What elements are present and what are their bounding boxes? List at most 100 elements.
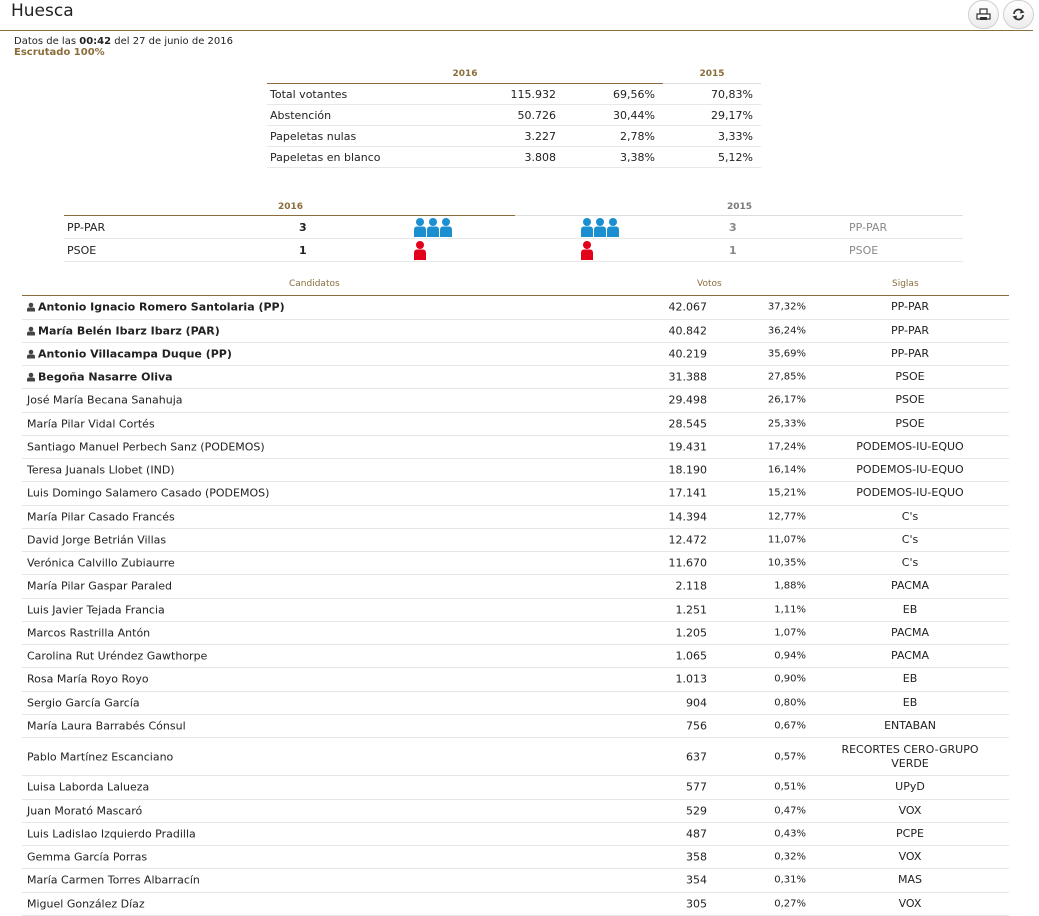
candidate-percent: 37,32% [767,301,806,313]
candidate-votes: 1.205 [675,626,708,640]
candidate-name-text: Antonio Ignacio Romero Santolaria (PP) [38,300,285,314]
candidate-row: María Pilar Vidal Cortés 28.545 25,33% PSOE [22,413,1009,436]
summary-row: Papeletas nulas 3.227 2,78% 3,33% [267,126,761,147]
candidate-row: Juan Morató Mascaró 529 0,47% VOX [22,800,1009,823]
seats-row: PP-PAR 3 3 PP-PAR [64,216,963,239]
candidate-party: PODEMOS-IU-EQUO [856,463,964,476]
print-button[interactable] [968,0,999,29]
candidate-percent: 26,17% [767,394,806,406]
candidate-party: PACMA [891,625,929,639]
candidate-row: José María Becana Sanahuja 29.498 26,17% PS… [22,389,1009,413]
summary-percent: 30,44% [613,109,655,122]
seats-year-current: 2016 [278,202,304,212]
candidate-name: David Jorge Betrián Villas [27,533,166,546]
summary-year-current: 2016 [267,69,663,84]
candidate-party: VOX [898,850,922,863]
candidate-party: PP-PAR [890,323,930,337]
candidate-name: Luis Domingo Salamero Casado (PODEMOS) [27,487,269,500]
summary-percent-previous: 3,33% [718,130,753,143]
candidate-party: RECORTES CERO-GRUPO VERDE [841,742,979,770]
candidate-name: Begoña Nasarre Oliva [27,371,173,384]
candidate-name-text: María Pilar Casado Francés [27,510,175,523]
refresh-button[interactable] [1003,0,1034,29]
candidate-votes: 14.394 [668,510,708,523]
candidate-percent: 0,67% [774,720,806,732]
elected-person-icon [27,372,35,382]
summary-value: 115.932 [510,88,557,101]
seats-party-previous: PSOE [849,244,879,257]
candidate-name: María Belén Ibarz Ibarz (PAR) [27,324,220,337]
candidate-percent: 1,11% [774,604,806,615]
candidate-name-text: Luisa Laborda Lalueza [27,780,150,794]
candidate-name-text: Carolina Rut Uréndez Gawthorpe [27,649,208,663]
summary-value: 3.808 [524,151,557,164]
candidate-name-text: Luis Ladislao Izquierdo Pradilla [27,827,196,841]
candidate-party: EB [902,602,918,616]
summary-value: 50.726 [517,109,557,122]
candidate-row: Sergio García García 904 0,80% EB [22,692,1009,715]
candidate-party: PACMA [891,649,929,662]
header-party: Siglas [892,279,919,289]
candidate-name: Pablo Martínez Escanciano [27,750,173,763]
candidate-percent: 27,85% [767,371,806,383]
seats-party: PP-PAR [67,221,106,234]
candidate-name: Gemma García Porras [27,851,147,864]
elected-person-icon [27,302,35,312]
candidate-name-text: Antonio Villacampa Duque (PP) [38,347,232,361]
seats-party: PSOE [67,244,97,257]
candidate-row: Antonio Ignacio Romero Santolaria (PP) 42… [22,296,1009,320]
candidate-name: Luis Ladislao Izquierdo Pradilla [27,827,196,840]
candidate-name-text: María Belén Ibarz Ibarz (PAR) [38,324,220,337]
candidate-name: Antonio Villacampa Duque (PP) [27,347,232,360]
seat-person-icons [581,218,619,237]
candidate-party: PODEMOS-IU-EQUO [856,486,964,500]
header-candidates: Candidatos [289,279,340,289]
candidate-percent: 36,24% [767,325,806,336]
candidate-votes: 1.065 [675,649,708,663]
page-title: Huesca [11,1,74,21]
candidate-percent: 12,77% [767,511,806,522]
candidate-votes: 904 [686,696,707,709]
elected-person-icon [27,349,35,359]
candidate-name: María Pilar Casado Francés [27,510,175,523]
seats-icons-current [412,240,428,263]
candidate-percent: 0,27% [774,898,806,909]
candidate-votes: 637 [686,750,707,763]
seats-row: PSOE 1 1 PSOE [64,239,963,262]
candidate-party: EB [902,695,918,709]
candidate-name: Marcos Rastrilla Antón [27,626,150,639]
candidate-name-text: María Carmen Torres Albarracín [27,873,200,887]
candidate-votes: 2.118 [675,579,708,593]
candidate-percent: 0,51% [774,781,806,793]
candidate-row: Antonio Villacampa Duque (PP) 40.219 35,69… [22,343,1009,366]
candidate-row: María Laura Barrabés Cónsul 756 0,67% ENTAB… [22,715,1009,738]
candidate-party: PP-PAR [890,300,930,314]
candidate-percent: 16,14% [767,464,806,476]
candidate-name: Santiago Manuel Perbech Sanz (PODEMOS) [27,440,265,453]
candidate-percent: 1,88% [774,580,806,592]
candidate-name: Juan Morató Mascaró [27,804,142,817]
count-status: Escrutado 100% [14,47,105,58]
candidate-name: María Carmen Torres Albarracín [27,874,200,887]
candidate-row: Begoña Nasarre Oliva 31.388 27,85% PSOE [22,366,1009,389]
candidate-name-text: Luis Domingo Salamero Casado (PODEMOS) [27,486,270,500]
candidates-header: Candidatos Votos Siglas [22,277,1009,296]
candidate-name-text: Begoña Nasarre Oliva [38,370,173,384]
candidate-row: Marcos Rastrilla Antón 1.205 1,07% PACMA [22,622,1009,645]
candidate-name-text: Santiago Manuel Perbech Sanz (PODEMOS) [27,440,265,454]
candidate-party: PSOE [895,416,925,430]
data-timestamp: Datos de las 00:42 del 27 de junio de 20… [14,36,233,48]
refresh-icon [1012,8,1025,21]
candidate-name: María Laura Barrabés Cónsul [27,719,186,732]
summary-row: Total votantes 115.932 69,56% 70,83% [267,84,761,105]
seats-table: 2016 2015 PP-PAR 3 3 PP-PAR PSOE 1 1 PSOE [64,200,963,262]
candidate-party: C's [901,556,919,569]
candidate-name-text: Juan Morató Mascaró [27,804,143,817]
seats-icons-previous [579,240,595,263]
candidate-row: Luisa Laborda Lalueza 577 0,51% UPyD [22,776,1009,800]
summary-percent-previous: 70,83% [711,88,753,101]
candidate-row: María Pilar Casado Francés 14.394 12,77% C'… [22,506,1009,529]
candidate-name-text: Pablo Martínez Escanciano [27,750,174,763]
candidate-row: María Pilar Gaspar Paraled 2.118 1,88% PACM… [22,575,1009,599]
candidate-percent: 35,69% [767,348,806,360]
